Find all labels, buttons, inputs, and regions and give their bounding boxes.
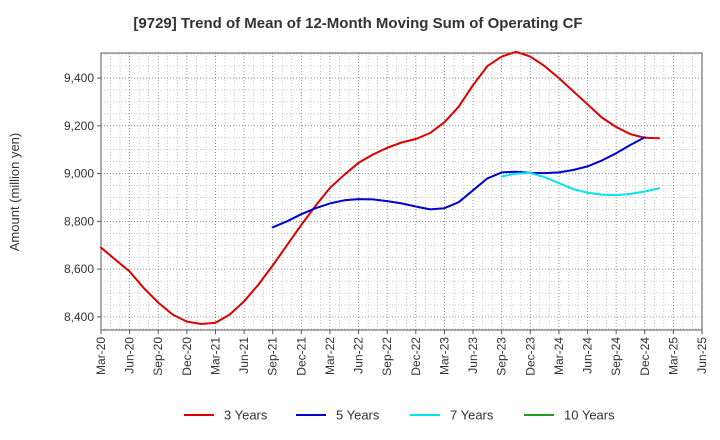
y-axis-label: Amount (million yen) — [7, 133, 22, 252]
x-tick-label: Mar-20 — [94, 337, 108, 375]
y-tick-label: 9,400 — [64, 71, 94, 85]
chart-title: [9729] Trend of Mean of 12-Month Moving … — [133, 15, 582, 32]
legend-label: 5 Years — [336, 408, 380, 423]
x-tick-label: Dec-23 — [523, 337, 537, 376]
x-tick-label: Sep-24 — [609, 337, 623, 376]
x-tick-label: Sep-20 — [151, 337, 165, 376]
x-tick-label: Jun-20 — [123, 337, 137, 374]
x-tick-label: Dec-24 — [638, 337, 652, 376]
x-tick-label: Mar-23 — [437, 337, 451, 375]
series-lines — [100, 50, 661, 325]
x-tick-label: Sep-22 — [380, 337, 394, 376]
legend-label: 10 Years — [564, 408, 615, 423]
x-tick-label: Jun-25 — [695, 337, 709, 374]
x-tick-label: Mar-22 — [323, 337, 337, 375]
y-tick-label: 8,600 — [64, 262, 94, 276]
x-tick-label: Sep-23 — [495, 337, 509, 376]
x-tick-label: Dec-22 — [409, 337, 423, 376]
y-tick-label: 8,800 — [64, 214, 94, 228]
legend: 3 Years 5 Years 7 Years 10 Years — [184, 408, 615, 423]
x-tick-label: Dec-21 — [294, 337, 308, 376]
x-tick-label: Dec-20 — [180, 337, 194, 376]
x-tick-label: Jun-24 — [581, 337, 595, 374]
plot-area — [100, 52, 703, 331]
legend-label: 7 Years — [450, 408, 494, 423]
series-line-3-years — [100, 50, 661, 325]
y-tick-label: 9,000 — [64, 167, 94, 181]
series-line-5-years — [271, 136, 646, 229]
y-axis: 8,400 8,600 8,800 9,000 9,200 9,400 — [64, 71, 101, 324]
x-tick-label: Mar-21 — [208, 337, 222, 375]
x-tick-label: Jun-22 — [352, 337, 366, 374]
series-line-7-years — [500, 171, 661, 197]
y-tick-label: 9,200 — [64, 119, 94, 133]
x-tick-label: Mar-25 — [666, 337, 680, 375]
x-tick-label: Sep-21 — [266, 337, 280, 376]
x-tick-label: Jun-23 — [466, 337, 480, 374]
y-tick-label: 8,400 — [64, 310, 94, 324]
x-tick-label: Jun-21 — [237, 337, 251, 374]
x-tick-label: Mar-24 — [552, 337, 566, 375]
legend-label: 3 Years — [224, 408, 268, 423]
x-axis: Mar-20 Jun-20 Sep-20 Dec-20 Mar-21 Jun-21 Sep-… — [94, 330, 709, 376]
grid-lines — [101, 53, 702, 330]
